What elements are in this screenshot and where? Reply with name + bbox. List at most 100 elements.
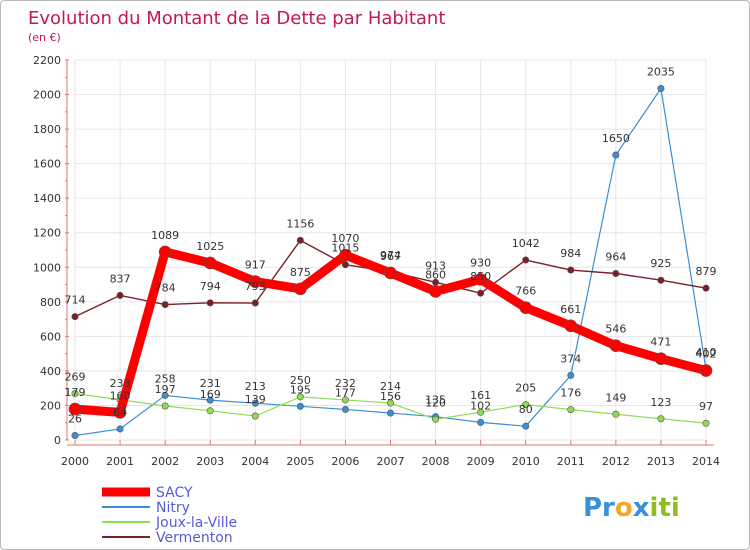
data-point xyxy=(294,282,307,296)
data-label: 1156 xyxy=(286,217,314,230)
x-tick-label: 2013 xyxy=(647,455,675,468)
data-label: 879 xyxy=(696,265,717,278)
data-label: 1015 xyxy=(331,242,359,255)
data-point xyxy=(384,266,397,280)
data-point xyxy=(71,432,79,440)
data-label: 195 xyxy=(290,383,311,396)
data-label: 97 xyxy=(699,400,713,413)
data-label: 177 xyxy=(335,386,356,399)
axes: 0 200 400 600 800 1000 1200 1400 1600 1800 2000 220… xyxy=(33,54,720,468)
series-sacy xyxy=(68,245,713,419)
data-label: 176 xyxy=(560,387,581,400)
x-tick-label: 2007 xyxy=(377,455,405,468)
x-tick-label: 2014 xyxy=(692,455,720,468)
data-label: 205 xyxy=(515,382,536,395)
data-point xyxy=(477,418,485,426)
series-layer xyxy=(68,85,713,440)
legend-item: Joux-la-Ville xyxy=(102,515,237,531)
data-label: 875 xyxy=(290,266,311,279)
data-label: 860 xyxy=(425,268,446,281)
data-point xyxy=(702,419,710,427)
data-point xyxy=(657,85,665,93)
data-label: 546 xyxy=(605,323,626,336)
logo-part: o xyxy=(615,493,633,523)
data-label: 793 xyxy=(245,280,266,293)
x-tick-label: 2003 xyxy=(196,455,224,468)
data-label: 120 xyxy=(425,396,446,409)
data-label: 213 xyxy=(245,380,266,393)
x-tick-label: 2009 xyxy=(467,455,495,468)
x-tick-label: 2010 xyxy=(512,455,540,468)
legend-item: Vermenton xyxy=(102,530,233,546)
data-label: 2035 xyxy=(647,66,675,79)
data-label: 913 xyxy=(425,259,446,272)
x-tick-label: 2001 xyxy=(106,455,134,468)
data-point xyxy=(161,402,169,410)
y-tick-label: 200 xyxy=(40,399,61,412)
series-nitry xyxy=(71,85,710,440)
chart-subtitle: (en €) xyxy=(28,31,61,44)
x-tick-label: 2012 xyxy=(602,455,630,468)
data-point xyxy=(567,371,575,379)
data-label: 794 xyxy=(200,280,221,293)
data-label: 984 xyxy=(560,247,581,260)
data-point xyxy=(248,275,262,288)
logo-text: Proxiti xyxy=(583,493,680,523)
data-point xyxy=(477,408,485,416)
data-point xyxy=(522,422,530,430)
chart-title: Evolution du Montant de la Dette par Hab… xyxy=(28,8,445,29)
data-label: 714 xyxy=(65,294,86,307)
data-point xyxy=(654,352,668,365)
data-point xyxy=(567,266,575,274)
legend-item: SACY xyxy=(102,485,193,501)
data-label: 930 xyxy=(470,256,491,269)
data-label: 837 xyxy=(110,272,131,285)
y-tick-label: 1200 xyxy=(33,227,61,240)
data-point xyxy=(609,339,623,352)
y-tick-label: 600 xyxy=(40,330,61,343)
x-tick-label: 2000 xyxy=(61,455,89,468)
data-label: 917 xyxy=(245,259,266,272)
data-point xyxy=(251,399,259,407)
data-point xyxy=(161,301,169,309)
data-point xyxy=(432,415,440,423)
data-label: 102 xyxy=(470,399,491,412)
y-tick-label: 800 xyxy=(40,296,61,309)
data-label: 169 xyxy=(200,388,221,401)
data-label: 850 xyxy=(470,270,491,283)
data-label: 231 xyxy=(200,377,221,390)
data-label: 471 xyxy=(650,336,671,349)
data-label: 1089 xyxy=(151,229,179,242)
data-point xyxy=(474,273,487,286)
data-point xyxy=(477,289,485,297)
data-point xyxy=(339,248,352,262)
data-label: 161 xyxy=(470,389,491,402)
data-label: 232 xyxy=(335,377,356,390)
data-point xyxy=(206,407,214,415)
legend-item: Nitry xyxy=(102,500,190,516)
data-label: 974 xyxy=(380,249,401,262)
data-point xyxy=(386,399,394,407)
data-label: 374 xyxy=(560,352,581,365)
data-point xyxy=(429,285,442,298)
data-point xyxy=(113,406,127,419)
data-label: 766 xyxy=(515,285,536,298)
data-point xyxy=(341,405,349,413)
data-label: 123 xyxy=(650,396,671,409)
data-label: 258 xyxy=(155,372,176,385)
data-point xyxy=(657,415,665,423)
data-point xyxy=(251,299,259,307)
data-label: 250 xyxy=(290,374,311,387)
data-point xyxy=(296,236,304,244)
data-labels: 26 64 258 231 213 195 177 156 135 102 80 374 1650 203… xyxy=(65,66,717,426)
y-tick-label: 1000 xyxy=(33,261,61,274)
data-label: 160 xyxy=(110,389,131,402)
data-label: 139 xyxy=(245,393,266,406)
data-point xyxy=(522,256,530,264)
y-tick-label: 1800 xyxy=(33,123,61,136)
x-tick-label: 2005 xyxy=(286,455,314,468)
y-tick-label: 2000 xyxy=(33,89,61,102)
x-tick-label: 2002 xyxy=(151,455,179,468)
y-tick-label: 400 xyxy=(40,365,61,378)
